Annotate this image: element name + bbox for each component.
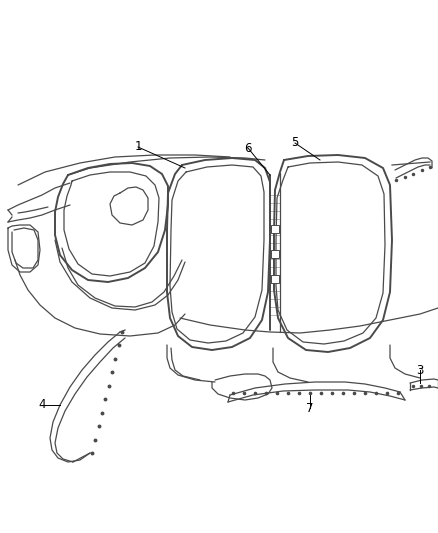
Text: 1: 1: [134, 141, 142, 154]
Text: 6: 6: [244, 141, 252, 155]
Text: 5: 5: [291, 136, 299, 149]
Text: 7: 7: [306, 401, 314, 415]
Bar: [271, 275, 279, 283]
Bar: [271, 225, 279, 233]
Text: 3: 3: [416, 364, 424, 376]
Bar: [271, 250, 279, 258]
Text: 4: 4: [38, 399, 46, 411]
